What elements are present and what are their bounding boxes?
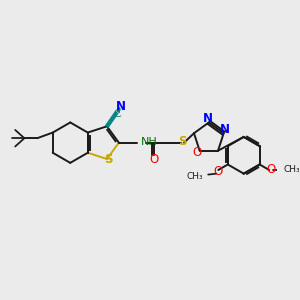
Text: S: S	[103, 153, 112, 167]
Text: O: O	[214, 165, 223, 178]
Text: O: O	[266, 164, 276, 176]
Text: C: C	[113, 109, 121, 119]
Text: S: S	[178, 135, 187, 148]
Text: O: O	[192, 146, 202, 159]
Text: N: N	[116, 100, 126, 113]
Text: N: N	[203, 112, 213, 125]
Text: O: O	[149, 153, 158, 166]
Text: N: N	[220, 123, 230, 136]
Text: CH₃: CH₃	[284, 166, 300, 175]
Text: CH₃: CH₃	[186, 172, 203, 181]
Text: NH: NH	[141, 137, 158, 147]
